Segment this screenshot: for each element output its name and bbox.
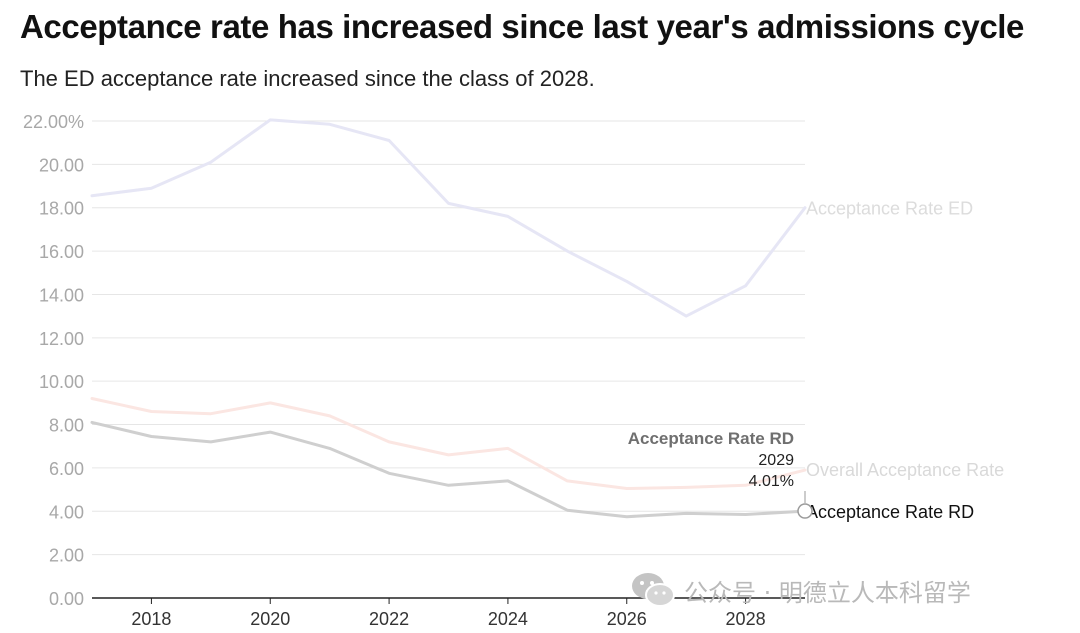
watermark-text: 公众号 · 明德立人本科留学 — [684, 578, 971, 607]
y-tick-label: 20.00 — [39, 155, 84, 175]
y-axis-ticks: 0.00 2.00 4.00 6.00 8.00 10.00 12.00 14.00 16.00… — [23, 112, 84, 609]
data-point-marker — [797, 503, 813, 519]
x-tick-label: 2024 — [488, 609, 528, 629]
series-label-overall: Overall Acceptance Rate — [806, 460, 1004, 480]
series-line-overall — [90, 397, 807, 490]
series-line-ed — [90, 118, 807, 318]
series-label-rd: Acceptance Rate RD — [806, 502, 974, 522]
grid-lines — [92, 120, 805, 556]
x-tick-label: 2026 — [607, 609, 647, 629]
wechat-icon — [632, 573, 675, 607]
y-tick-label: 10.00 — [39, 372, 84, 392]
tooltip-series-name: Acceptance Rate RD — [628, 429, 794, 448]
x-tick-label: 2018 — [131, 609, 171, 629]
tooltip-x-value: 2029 — [758, 452, 794, 469]
x-tick-label: 2022 — [369, 609, 409, 629]
x-tick-label: 2028 — [726, 609, 766, 629]
y-tick-label: 4.00 — [49, 502, 84, 522]
series-lines — [90, 118, 807, 519]
tooltip-y-value: 4.01% — [749, 473, 794, 490]
x-axis-ticks: 2018 2020 2022 2024 2026 2028 — [131, 598, 766, 629]
y-tick-label: 2.00 — [49, 546, 84, 566]
y-tick-label: 12.00 — [39, 329, 84, 349]
y-tick-label: 8.00 — [49, 416, 84, 436]
chart-subtitle: The ED acceptance rate increased since t… — [20, 66, 595, 91]
y-tick-label: 6.00 — [49, 459, 84, 479]
series-labels: Acceptance Rate ED Overall Acceptance Rat… — [806, 199, 1004, 522]
y-tick-label: 16.00 — [39, 242, 84, 262]
chart-title: Acceptance rate has increased since last… — [20, 8, 1024, 45]
watermark: 公众号 · 明德立人本科留学 — [630, 570, 971, 610]
y-tick-label: 14.00 — [39, 285, 84, 305]
y-tick-label: 0.00 — [49, 589, 84, 609]
series-label-ed: Acceptance Rate ED — [806, 199, 973, 219]
hover-tooltip: Acceptance Rate RD 2029 4.01% — [628, 429, 813, 519]
x-tick-label: 2020 — [250, 609, 290, 629]
series-line-rd — [90, 420, 807, 519]
y-tick-label: 18.00 — [39, 199, 84, 219]
y-tick-label: 22.00% — [23, 112, 84, 132]
